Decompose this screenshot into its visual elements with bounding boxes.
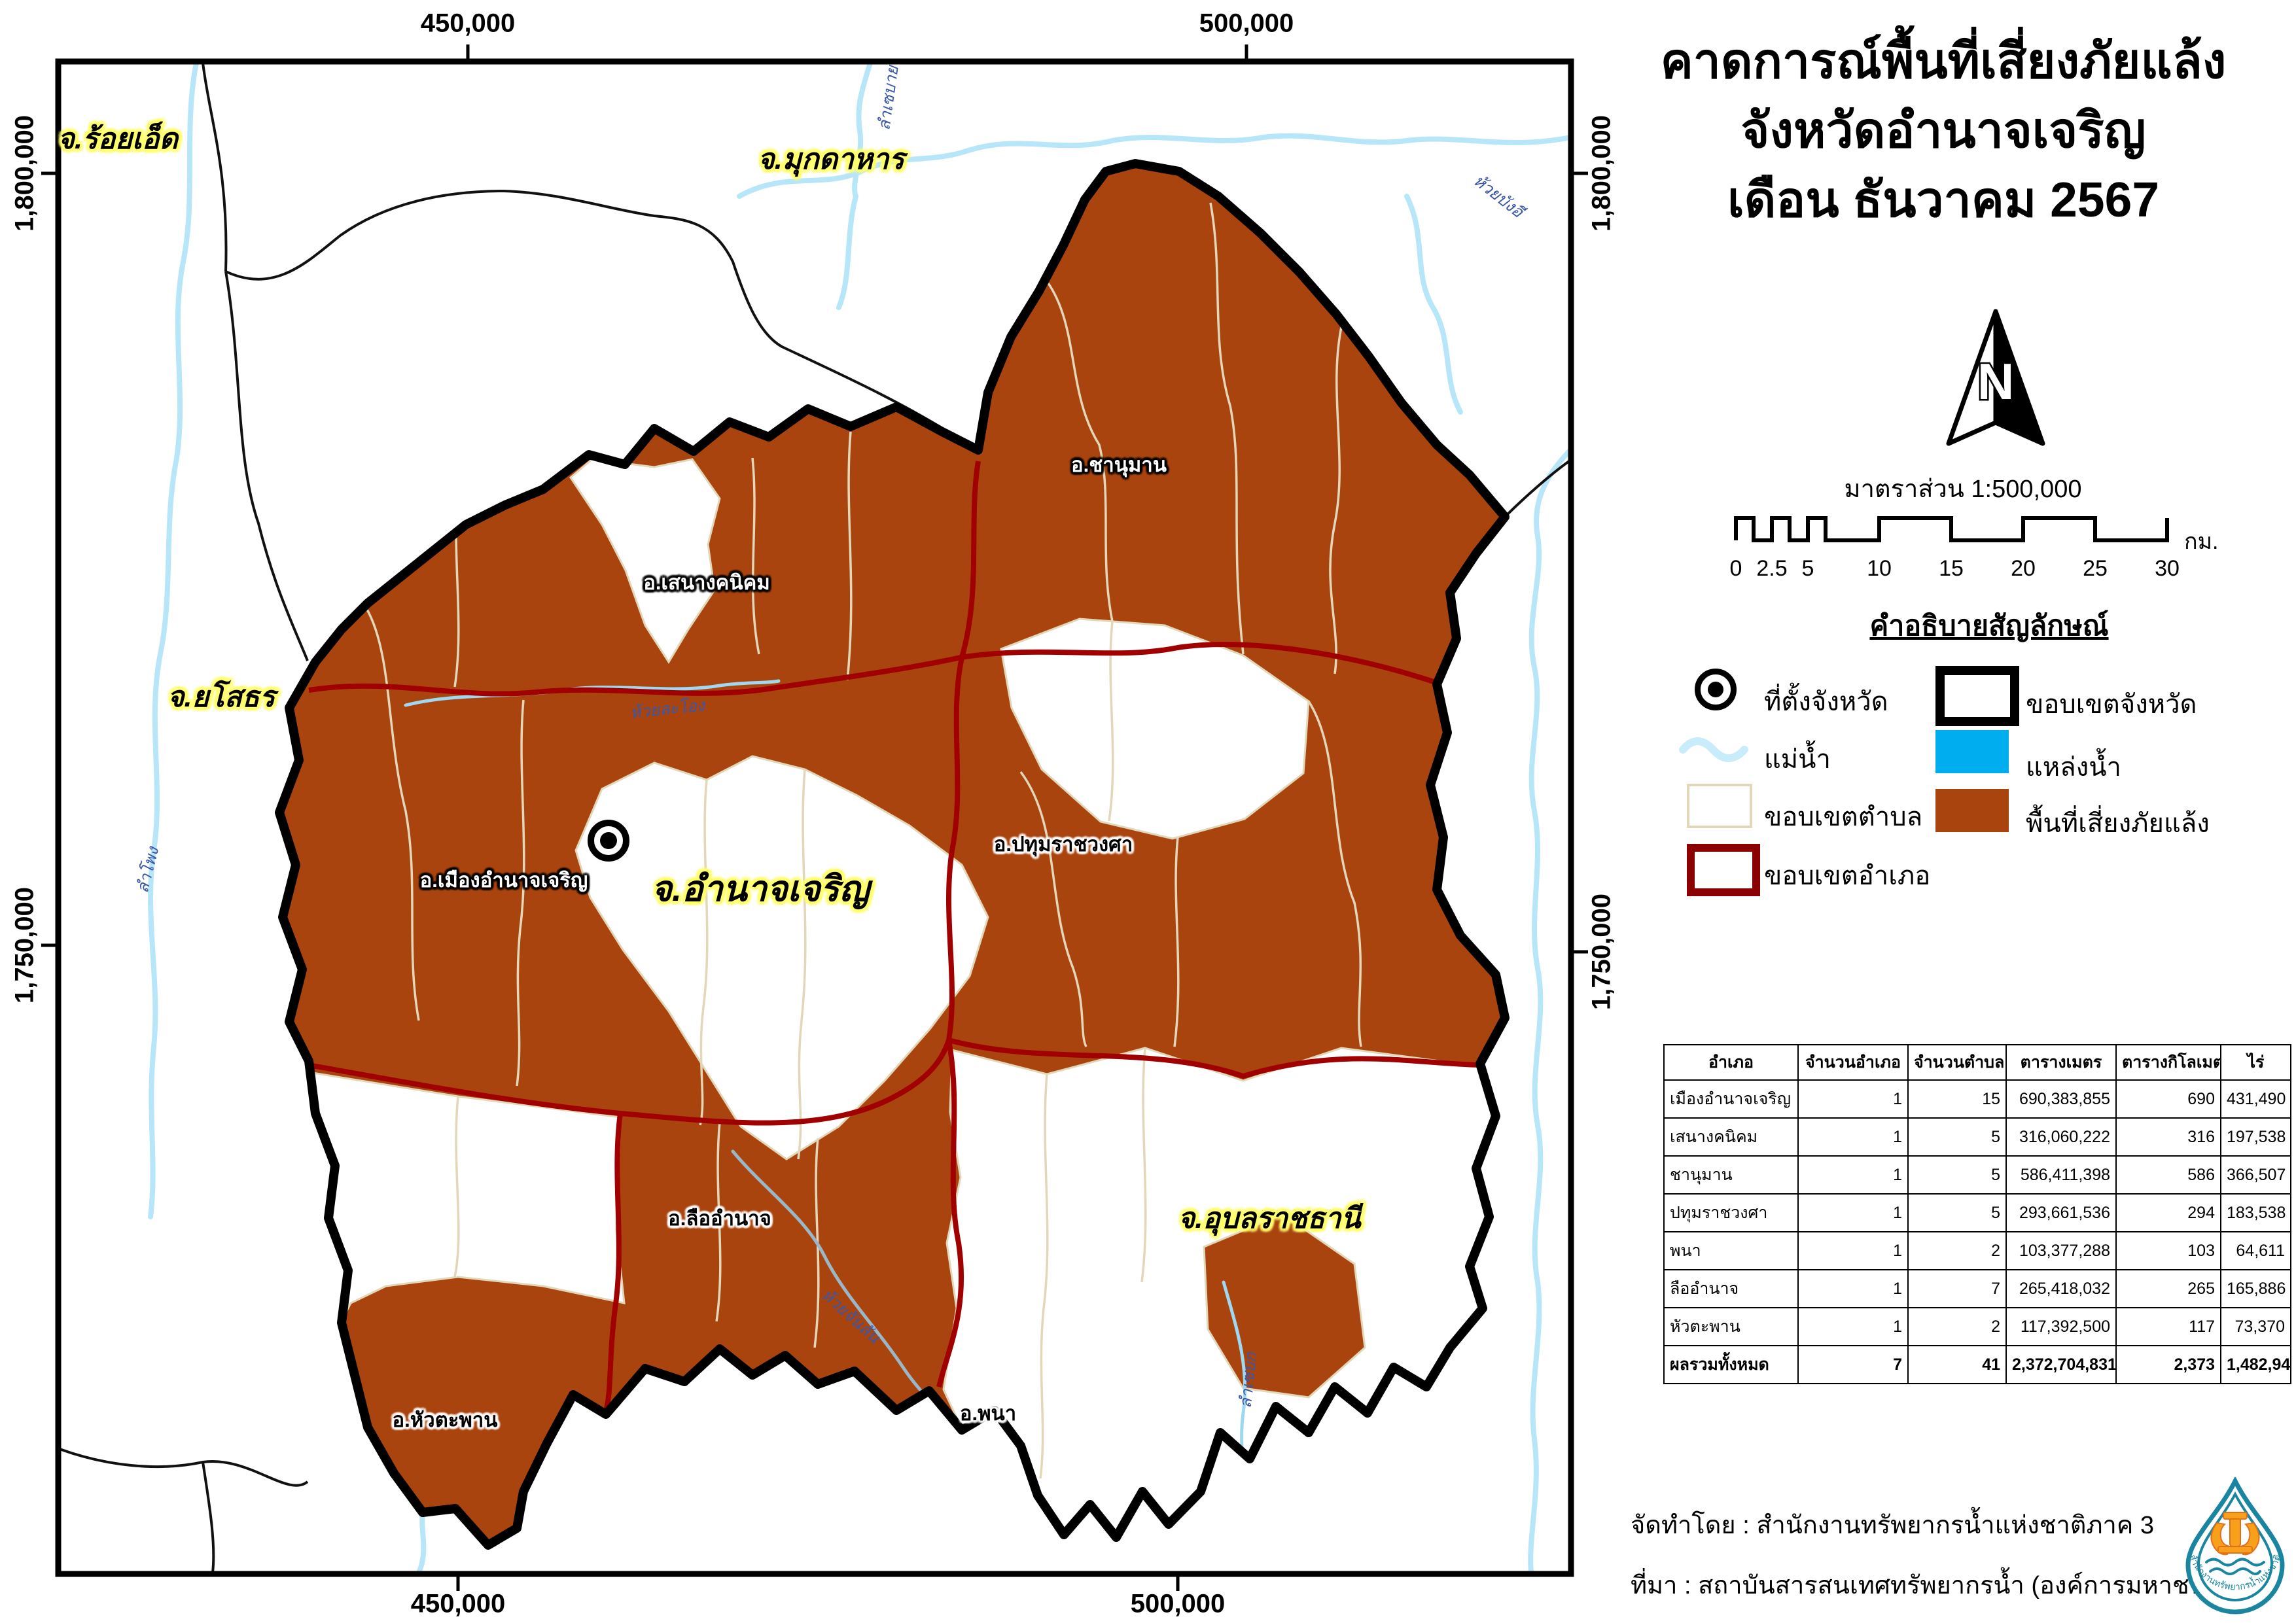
col-header-district: อำเภอ xyxy=(1663,1044,1799,1081)
district-label-lue-amnat: อ.ลืออำนาจ xyxy=(668,1207,771,1230)
col-header-rai: ไร่ xyxy=(2220,1044,2291,1081)
district-statistics-table: อำเภอ จำนวนอำเภอ จำนวนตำบล ตารางเมตร ตาร… xyxy=(1663,1044,2291,1384)
map-title: คาดการณ์พื้นที่เสี่ยงภัยแล้ง จังหวัดอำนา… xyxy=(1603,26,2284,234)
col-header-square-kilometers: ตารางกิโลเมตร xyxy=(2115,1044,2221,1081)
table-row: พนา 1 2 103,377,288 103 64,611 xyxy=(1663,1231,2291,1270)
grid-label-top-right: 500,000 xyxy=(1199,9,1294,38)
scale-tick-0: 0 xyxy=(1729,556,1742,581)
scale-tick-30: 30 xyxy=(2155,556,2180,581)
non-risk-areas xyxy=(308,458,1496,1538)
legend-symbol-province-boundary xyxy=(1935,666,2019,726)
table-total-row: ผลรวมทั้งหมด 7 41 2,372,704,831 2,373 1,482,9… xyxy=(1663,1345,2291,1384)
district-label-pathum-ratchawongsa: อ.ปทุมราชวงศา xyxy=(993,833,1133,856)
scale-bar xyxy=(1734,516,2169,542)
legend-label-province-location: ที่ตั้งจังหวัด xyxy=(1764,688,1888,716)
agency-logo: สำนักงานทรัพยากรน้ำแห่งชาติ xyxy=(2185,1477,2285,1614)
table-row: ชานุมาน 1 5 586,411,398 586 366,507 xyxy=(1663,1155,2291,1195)
legend-symbol-province-location xyxy=(1695,669,1737,710)
north-letter: N xyxy=(1977,353,2014,410)
province-label-amnat-charoen: จ.อำนาจเจริญ xyxy=(651,869,870,909)
table-row: ลืออำนาจ 1 7 265,418,032 265 165,886 xyxy=(1663,1269,2291,1308)
scale-tick-25: 25 xyxy=(2083,556,2108,581)
grid-label-right-bottom: 1,750,000 xyxy=(1587,894,1616,1010)
district-boundary-lines xyxy=(308,461,1481,1414)
table-row: เมืองอำนาจเจริญ 1 15 690,383,855 690 431,490 xyxy=(1663,1079,2291,1119)
scale-tick-10: 10 xyxy=(1867,556,1892,581)
province-label-mukdahan: จ.มุกดาหาร xyxy=(757,143,905,175)
scale-tick-20: 20 xyxy=(2011,556,2036,581)
grid-label-left-top: 1,800,000 xyxy=(10,115,39,232)
province-location-marker xyxy=(588,820,629,862)
footer-prepared-by: จัดทำโดย : สำนักงานทรัพยากรน้ำแห่งชาติภา… xyxy=(1631,1512,2154,1539)
neighbor-boundary-lines xyxy=(60,63,1570,1573)
footer-source: ที่มา : สถาบันสารสนเทศทรัพยากรน้ำ (องค์ก… xyxy=(1631,1572,2215,1599)
grid-label-bottom-right: 500,000 xyxy=(1130,1589,1226,1618)
river-lines xyxy=(148,63,1570,1573)
scale-caption: มาตราส่วน 1:500,000 xyxy=(1844,476,2082,503)
district-label-phana: อ.พนา xyxy=(959,1402,1017,1425)
legend-label-river: แม่น้ำ xyxy=(1764,745,1831,774)
col-header-subdistrict-count: จำนวนตำบล xyxy=(1907,1044,2007,1081)
phana-drought-patch xyxy=(1203,1213,1366,1399)
legend-label-water-source: แหล่งน้ำ xyxy=(2026,753,2121,782)
legend-symbol-drought-risk-area xyxy=(1935,789,2009,832)
legend-symbol-district-boundary xyxy=(1687,844,1760,896)
map-title-line3: เดือน ธันวาคม 2567 xyxy=(1727,172,2160,227)
table-row: หัวตะพาน 1 2 117,392,500 117 73,370 xyxy=(1663,1307,2291,1346)
grid-label-top-left: 450,000 xyxy=(420,9,516,38)
legend-symbol-subdistrict-boundary xyxy=(1687,784,1752,828)
grid-label-left-bottom: 1,750,000 xyxy=(10,887,39,1003)
legend-label-drought-risk-area: พื้นที่เสี่ยงภัยแล้ง xyxy=(2026,809,2210,838)
scale-unit: กม. xyxy=(2184,529,2219,554)
table-header-row: อำเภอ จำนวนอำเภอ จำนวนตำบล ตารางเมตร ตาร… xyxy=(1663,1044,2291,1081)
scale-tick-2-5: 2.5 xyxy=(1756,556,1788,581)
district-label-hua-taphan: อ.หัวตะพาน xyxy=(392,1408,498,1431)
logo-emblem xyxy=(2210,1512,2260,1556)
col-header-district-count: จำนวนอำเภอ xyxy=(1797,1044,1909,1081)
province-label-roi-et: จ.ร้อยเอ็ด xyxy=(58,123,178,155)
table-row: ปทุมราชวงศา 1 5 293,661,536 294 183,538 xyxy=(1663,1193,2291,1232)
scale-tick-15: 15 xyxy=(1939,556,1964,581)
legend-label-province-boundary: ขอบเขตจังหวัด xyxy=(2026,690,2197,719)
map-title-line2: จังหวัดอำนาจเจริญ xyxy=(1740,103,2146,158)
district-label-chanuman: อ.ชานุมาน xyxy=(1071,453,1167,476)
table-row: เสนางคนิคม 1 5 316,060,222 316 197,538 xyxy=(1663,1117,2291,1157)
legend-symbol-river xyxy=(1679,737,1748,762)
map-title-line1: คาดการณ์พื้นที่เสี่ยงภัยแล้ง xyxy=(1660,33,2227,88)
legend-title: คำอธิบายสัญลักษณ์ xyxy=(1869,610,2109,642)
subdistrict-boundary-lines xyxy=(365,202,1362,1479)
map-frame xyxy=(55,58,1574,1577)
scale-tick-5: 5 xyxy=(1801,556,1814,581)
legend-label-district-boundary: ขอบเขตอำเภอ xyxy=(1764,862,1931,890)
north-arrow-icon: N xyxy=(1946,309,2045,446)
legend-symbol-water-source xyxy=(1935,730,2009,773)
legend-label-subdistrict-boundary: ขอบเขตตำบล xyxy=(1764,803,1923,831)
province-label-ubon: จ.อุบลราชธานี xyxy=(1178,1202,1361,1234)
district-label-senangkhanikhom: อ.เสนางคนิคม xyxy=(643,571,770,594)
province-label-yasothon: จ.ยโสธร xyxy=(167,681,275,713)
grid-ticks xyxy=(41,44,1588,1591)
grid-label-bottom-left: 450,000 xyxy=(410,1589,506,1618)
district-label-mueang: อ.เมืองอำนาจเจริญ xyxy=(419,869,588,892)
col-header-square-meters: ตารางเมตร xyxy=(2005,1044,2117,1081)
